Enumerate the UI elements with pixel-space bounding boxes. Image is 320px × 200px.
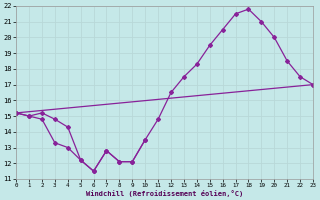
X-axis label: Windchill (Refroidissement éolien,°C): Windchill (Refroidissement éolien,°C) — [86, 190, 243, 197]
